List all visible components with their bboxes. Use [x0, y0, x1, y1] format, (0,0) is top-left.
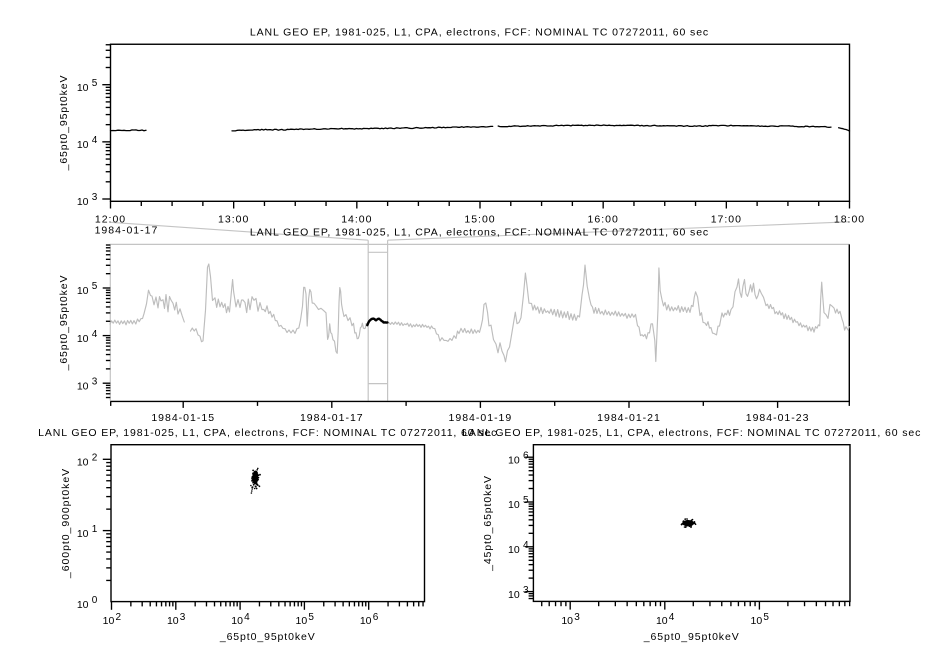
- svg-text:4: 4: [669, 612, 675, 623]
- svg-text:4: 4: [244, 612, 250, 623]
- svg-text:10: 10: [561, 615, 573, 627]
- svg-text:4: 4: [92, 329, 98, 340]
- svg-text:_65pt0_95pt0keV: _65pt0_95pt0keV: [58, 275, 70, 372]
- svg-text:10: 10: [167, 615, 179, 627]
- svg-text:_65pt0_95pt0keV: _65pt0_95pt0keV: [58, 75, 70, 172]
- svg-text:18:00: 18:00: [834, 214, 865, 226]
- svg-text:10: 10: [77, 380, 89, 392]
- svg-text:10: 10: [77, 599, 89, 611]
- svg-text:5: 5: [308, 612, 314, 623]
- svg-text:2: 2: [116, 612, 122, 623]
- svg-text:3: 3: [180, 612, 186, 623]
- svg-text:10: 10: [77, 139, 89, 151]
- svg-text:LANL GEO EP, 1981-025, L1, CPA: LANL GEO EP, 1981-025, L1, CPA, electron…: [462, 427, 921, 439]
- svg-text:10: 10: [508, 589, 520, 601]
- svg-text:15:00: 15:00: [464, 214, 495, 226]
- svg-text:4: 4: [523, 540, 529, 551]
- svg-text:LANL GEO EP, 1981-025, L1, CPA: LANL GEO EP, 1981-025, L1, CPA, electron…: [250, 27, 709, 39]
- svg-text:1984-01-21: 1984-01-21: [597, 412, 661, 424]
- svg-text:10: 10: [77, 82, 89, 94]
- svg-text:2: 2: [92, 453, 98, 464]
- svg-text:LANL GEO EP, 1981-025, L1, CPA: LANL GEO EP, 1981-025, L1, CPA, electron…: [250, 227, 709, 239]
- svg-text:13:00: 13:00: [218, 214, 249, 226]
- svg-text:10: 10: [656, 615, 668, 627]
- svg-text:10: 10: [77, 285, 89, 297]
- svg-text:16:00: 16:00: [588, 214, 619, 226]
- svg-text:10: 10: [508, 454, 520, 466]
- svg-text:_45pt0_65pt0keV: _45pt0_65pt0keV: [482, 475, 494, 572]
- svg-text:1984-01-15: 1984-01-15: [151, 412, 215, 424]
- svg-text:_600pt0_900pt0keV: _600pt0_900pt0keV: [60, 468, 72, 579]
- svg-text:10: 10: [77, 333, 89, 345]
- svg-text:10: 10: [360, 615, 372, 627]
- svg-text:10: 10: [231, 615, 243, 627]
- svg-text:3: 3: [574, 612, 580, 623]
- svg-text:LANL GEO EP, 1981-025, L1, CPA: LANL GEO EP, 1981-025, L1, CPA, electron…: [38, 427, 497, 439]
- svg-text:1984-01-23: 1984-01-23: [746, 412, 810, 424]
- svg-text:1984-01-17: 1984-01-17: [300, 412, 364, 424]
- svg-text:10: 10: [77, 196, 89, 208]
- svg-text:_65pt0_95pt0keV: _65pt0_95pt0keV: [643, 631, 740, 643]
- svg-text:5: 5: [92, 78, 98, 89]
- svg-text:5: 5: [523, 495, 529, 506]
- svg-text:5: 5: [763, 612, 769, 623]
- svg-text:10: 10: [751, 615, 763, 627]
- svg-text:3: 3: [523, 585, 529, 596]
- svg-text:10: 10: [508, 499, 520, 511]
- svg-text:10: 10: [77, 528, 89, 540]
- svg-text:10: 10: [508, 544, 520, 556]
- svg-text:6: 6: [523, 450, 529, 461]
- svg-text:12:00: 12:00: [95, 214, 126, 226]
- svg-text:5: 5: [92, 281, 98, 292]
- svg-text:10: 10: [103, 615, 115, 627]
- svg-text:0: 0: [92, 595, 98, 606]
- svg-text:1984-01-17: 1984-01-17: [95, 225, 159, 237]
- svg-text:3: 3: [92, 192, 98, 203]
- svg-text:_65pt0_95pt0keV: _65pt0_95pt0keV: [219, 631, 316, 643]
- svg-text:3: 3: [92, 376, 98, 387]
- svg-text:6: 6: [373, 612, 379, 623]
- svg-text:17:00: 17:00: [711, 214, 742, 226]
- svg-text:1: 1: [92, 524, 98, 535]
- svg-text:14:00: 14:00: [341, 214, 372, 226]
- svg-text:1984-01-19: 1984-01-19: [449, 412, 513, 424]
- svg-text:10: 10: [77, 457, 89, 469]
- svg-text:4: 4: [92, 135, 98, 146]
- svg-text:10: 10: [296, 615, 308, 627]
